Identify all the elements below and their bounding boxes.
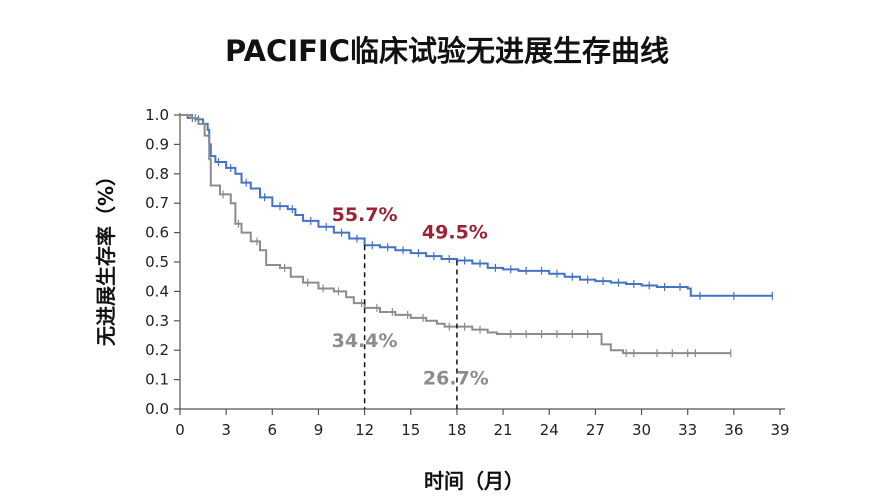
x-tick-label: 9: [314, 421, 324, 439]
x-tick-label: 18: [447, 421, 466, 439]
x-tick-label: 39: [770, 421, 789, 439]
y-tick-label: 0.1: [145, 371, 169, 389]
chart-title: PACIFIC临床试验无进展生存曲线: [225, 34, 669, 68]
x-tick-label: 0: [175, 421, 185, 439]
x-tick-label: 24: [540, 421, 559, 439]
y-tick-label: 0.7: [145, 194, 169, 212]
y-tick-label: 1.0: [145, 106, 169, 124]
curves: [180, 113, 773, 358]
y-tick-label: 0.0: [145, 400, 169, 418]
y-tick-label: 0.8: [145, 165, 169, 183]
x-axis-title: 时间（月）: [424, 469, 524, 493]
x-tick-label: 30: [632, 421, 651, 439]
x-tick-label: 21: [494, 421, 513, 439]
x-tick-label: 27: [586, 421, 605, 439]
series-1: [180, 113, 773, 300]
y-axis-title: 无进展生存率（%）: [94, 166, 118, 346]
survival-rate-label: 34.4%: [332, 330, 398, 352]
survival-rate-label: 26.7%: [423, 368, 489, 390]
x-tick-label: 15: [401, 421, 420, 439]
x-tick-label: 6: [268, 421, 278, 439]
x-tick-label: 12: [355, 421, 374, 439]
survival-rate-label: 55.7%: [332, 204, 398, 226]
survival-curve: [180, 114, 773, 297]
x-tick-label: 36: [724, 421, 743, 439]
survival-curve: [180, 114, 731, 355]
x-tick-label: 3: [221, 421, 231, 439]
y-tick-label: 0.2: [145, 341, 169, 359]
y-tick-label: 0.5: [145, 253, 169, 271]
x-tick-label: 33: [678, 421, 697, 439]
y-tick-label: 0.9: [145, 135, 169, 153]
annotations: 55.7% 49.5% 34.4% 26.7%: [332, 204, 489, 409]
y-tick-label: 0.4: [145, 282, 169, 300]
y-tick-label: 0.6: [145, 224, 169, 242]
y-tick-label: 0.3: [145, 312, 169, 330]
series-2: [180, 113, 732, 358]
survival-rate-label: 49.5%: [422, 222, 488, 244]
axes: 0 3 6 9 12 15 18 21 24 27 30 33 36 390.00.10.20.30.40…: [145, 106, 789, 439]
